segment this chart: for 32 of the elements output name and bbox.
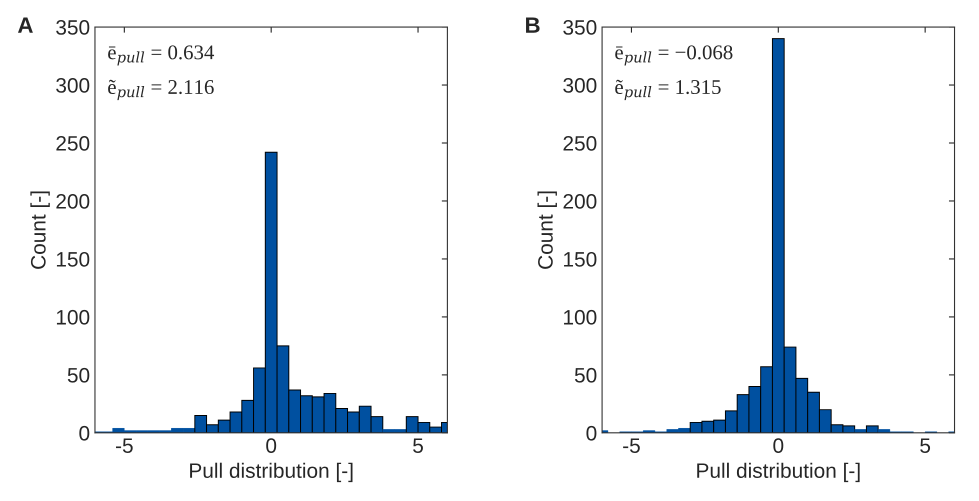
y-tick-label: 300 — [56, 78, 90, 93]
y-tick-label: 350 — [56, 20, 90, 35]
y-tick-label: 200 — [56, 194, 90, 209]
x-axis-title: Pull distribution [-] — [697, 462, 860, 482]
annotation: ē$_{pull}$ = 0.634 — [108, 45, 214, 66]
x-tick-label: 5 — [920, 438, 930, 454]
y-tick-label: 100 — [564, 310, 596, 325]
chart-title: B — [526, 18, 540, 33]
y-tick-label: 250 — [564, 136, 596, 151]
y-tick-label: 250 — [56, 136, 90, 151]
chart-title: A — [18, 18, 33, 33]
x-tick-label: 0 — [266, 438, 276, 454]
y-tick-label: 50 — [68, 368, 90, 383]
x-tick-label: -5 — [116, 438, 133, 454]
y-tick-label: 300 — [563, 78, 596, 93]
annotation: ẽ$_{pull}$ = 1.315 — [615, 80, 721, 100]
x-tick-label: 0 — [773, 438, 784, 454]
y-tick-label: 100 — [56, 310, 90, 325]
y-tick-label: 50 — [574, 368, 596, 383]
y-tick-label: 200 — [564, 194, 596, 209]
y-tick-label: 0 — [79, 426, 90, 441]
annotation: ẽ$_{pull}$ = 2.116 — [108, 80, 214, 100]
x-tick-label: 5 — [413, 438, 423, 454]
y-tick-label: 150 — [56, 252, 90, 267]
y-tick-label: 350 — [563, 20, 596, 35]
y-axis-title: Count [-] — [30, 191, 50, 269]
x-axis-title: Pull distribution [-] — [190, 462, 352, 482]
y-tick-label: 150 — [564, 252, 596, 267]
y-axis-title: Count [-] — [537, 191, 557, 269]
x-tick-label: -5 — [623, 438, 640, 454]
y-tick-label: 0 — [586, 426, 596, 441]
annotation: ē$_{pull}$ = −0.068 — [615, 45, 732, 66]
